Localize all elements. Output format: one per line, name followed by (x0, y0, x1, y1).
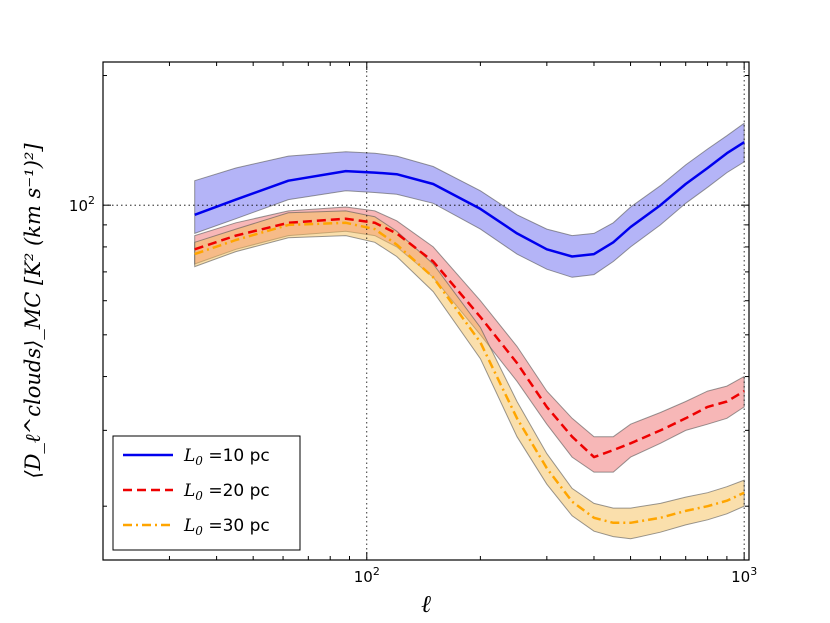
band-series-3 (194, 210, 745, 540)
legend-label-3: L0 =30 pc (183, 516, 270, 538)
series-lines (194, 141, 745, 525)
tick-labels: 102 103 102 (69, 194, 757, 586)
axis-ticks (102, 62, 749, 560)
legend-label-2: L0 =20 pc (183, 481, 270, 503)
x-tick-label-2: 103 (731, 565, 757, 586)
x-axis-label: ℓ (421, 590, 431, 618)
plot-frame (102, 61, 750, 561)
x-tick-label-1: 102 (354, 565, 380, 586)
legend: L0 =10 pc L0 =20 pc L0 =30 pc (112, 435, 301, 551)
line-series-2 (194, 217, 745, 459)
gridlines (103, 62, 749, 560)
line-series-3 (194, 221, 745, 525)
line-series-1 (194, 141, 745, 258)
y-axis-label: ⟨D_ℓ^clouds⟩_MC [K² (km s⁻¹)²] (21, 143, 45, 479)
legend-label-1: L0 =10 pc (183, 446, 270, 468)
y-tick-label-1: 102 (69, 194, 95, 215)
band-series-1 (194, 122, 745, 278)
